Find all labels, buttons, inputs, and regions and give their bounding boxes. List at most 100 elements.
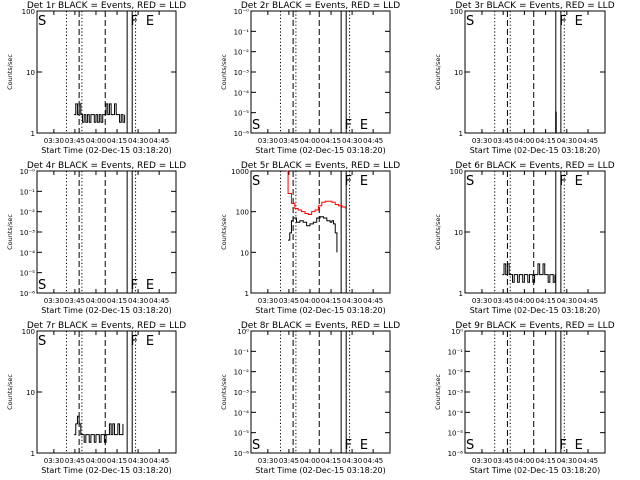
panel-title: Det 6r BLACK = Events, RED = LLD bbox=[455, 161, 614, 171]
x-tick-label: 04:15 bbox=[321, 137, 341, 145]
x-tick-label: 03:45 bbox=[279, 297, 299, 305]
y-tick-label: 1 bbox=[459, 130, 463, 138]
x-axis-label: Start Time (02-Dec-15 03:18:20) bbox=[41, 306, 172, 315]
y-tick-label: 10⁰ bbox=[451, 328, 463, 336]
y-tick-label: 10⁻⁴ bbox=[448, 409, 464, 417]
x-tick-label: 04:45 bbox=[578, 137, 598, 145]
y-tick-label: 1 bbox=[31, 130, 35, 138]
y-tick-label: 10 bbox=[26, 69, 35, 77]
y-tick-label: 10⁻¹ bbox=[234, 28, 250, 36]
marker-s: S bbox=[466, 438, 474, 453]
x-tick-label: 03:45 bbox=[279, 457, 299, 465]
x-tick-label: 04:45 bbox=[149, 297, 169, 305]
panel-title: Det 7r BLACK = Events, RED = LLD bbox=[27, 321, 186, 331]
x-axis-label: Start Time (02-Dec-15 03:18:20) bbox=[255, 466, 386, 475]
x-tick-label: 04:00 bbox=[300, 297, 320, 305]
x-tick-label: 04:15 bbox=[536, 457, 556, 465]
y-tick-label: 10⁻⁶ bbox=[234, 450, 250, 458]
y-tick-label: 10⁻⁶ bbox=[20, 290, 36, 298]
x-tick-label: 04:00 bbox=[300, 137, 320, 145]
x-tick-label: 04:15 bbox=[107, 297, 127, 305]
y-tick-label: 10⁻⁶ bbox=[234, 130, 250, 138]
x-axis-label: Start Time (02-Dec-15 03:18:20) bbox=[41, 146, 172, 155]
plot-frame bbox=[464, 330, 606, 454]
marker-s: S bbox=[466, 174, 474, 189]
plot-frame bbox=[250, 10, 391, 134]
y-tick-label: 100 bbox=[450, 168, 463, 176]
x-tick-label: 04:30 bbox=[128, 137, 148, 145]
x-tick-label: 03:45 bbox=[65, 457, 85, 465]
series-line-events bbox=[288, 216, 338, 253]
x-tick-label: 04:45 bbox=[578, 457, 598, 465]
series-line-lld bbox=[286, 170, 346, 216]
marker-s: S bbox=[38, 278, 46, 293]
marker-e: E bbox=[360, 118, 368, 133]
y-tick-label: 10 bbox=[454, 69, 463, 77]
x-tick-label: 04:15 bbox=[536, 297, 556, 305]
y-tick-label: 10⁻¹ bbox=[234, 348, 250, 356]
x-tick-label: 03:45 bbox=[493, 297, 513, 305]
panel-title: Det 3r BLACK = Events, RED = LLD bbox=[455, 1, 614, 11]
x-axis-label: Start Time (02-Dec-15 03:18:20) bbox=[470, 466, 601, 475]
x-tick-label: 04:45 bbox=[363, 457, 383, 465]
y-tick-label: 100 bbox=[236, 209, 249, 217]
marker-f: F bbox=[345, 118, 352, 133]
y-tick-label: 10 bbox=[26, 389, 35, 397]
marker-f: F bbox=[345, 438, 352, 453]
x-tick-label: 03:30 bbox=[44, 297, 64, 305]
y-tick-label: 10⁻⁵ bbox=[234, 430, 250, 438]
x-tick-label: 03:45 bbox=[65, 137, 85, 145]
panel-det-3r: Det 3r BLACK = Events, RED = LLD 03:30 03:… bbox=[434, 1, 615, 155]
y-axis-label: Counts/sec bbox=[220, 374, 228, 410]
panel-det-2r: Det 2r BLACK = Events, RED = LLD 03:30 03:… bbox=[220, 1, 400, 155]
y-tick-label: 10⁻⁵ bbox=[448, 430, 464, 438]
marker-e: E bbox=[146, 14, 154, 29]
y-tick-label: 10⁻⁰ bbox=[234, 8, 250, 16]
marker-f: F bbox=[559, 174, 566, 189]
marker-s: S bbox=[38, 14, 46, 29]
plot-frame bbox=[250, 170, 391, 294]
y-tick-label: 10⁻² bbox=[234, 369, 250, 377]
marker-f: F bbox=[559, 14, 566, 29]
marker-s: S bbox=[252, 438, 260, 453]
y-tick-label: 1000 bbox=[231, 168, 249, 176]
panel-title: Det 1r BLACK = Events, RED = LLD bbox=[27, 1, 186, 11]
y-tick-label: 10⁻² bbox=[448, 369, 464, 377]
x-tick-label: 04:30 bbox=[557, 457, 577, 465]
x-tick-label: 04:15 bbox=[536, 137, 556, 145]
series-line-events bbox=[502, 263, 556, 283]
panel-title: Det 5r BLACK = Events, RED = LLD bbox=[241, 161, 400, 171]
x-tick-label: 04:30 bbox=[342, 297, 362, 305]
x-tick-label: 03:45 bbox=[493, 137, 513, 145]
y-tick-label: 10⁻³ bbox=[448, 389, 464, 397]
y-tick-label: 1 bbox=[245, 290, 249, 298]
x-tick-label: 04:00 bbox=[86, 297, 106, 305]
x-tick-label: 03:30 bbox=[258, 137, 278, 145]
y-tick-label: 10⁻⁴ bbox=[20, 249, 36, 257]
marker-f: F bbox=[131, 14, 138, 29]
panel-det-8r: Det 8r BLACK = Events, RED = LLD 03:30 03:… bbox=[220, 321, 400, 475]
panel-det-7r: Det 7r BLACK = Events, RED = LLD 03:30 03:… bbox=[6, 321, 186, 475]
x-tick-label: 04:00 bbox=[86, 457, 106, 465]
marker-s: S bbox=[466, 14, 474, 29]
marker-f: F bbox=[559, 438, 566, 453]
panel-det-1r: Det 1r BLACK = Events, RED = LLD 03:30 03:… bbox=[6, 1, 186, 155]
x-tick-label: 04:30 bbox=[557, 137, 577, 145]
y-tick-label: 10⁻³ bbox=[234, 69, 250, 77]
y-tick-label: 10⁻² bbox=[20, 209, 36, 217]
marker-s: S bbox=[38, 334, 46, 349]
marker-e: E bbox=[146, 278, 154, 293]
x-tick-label: 04:00 bbox=[300, 457, 320, 465]
marker-f: F bbox=[131, 334, 138, 349]
x-tick-label: 03:30 bbox=[44, 137, 64, 145]
x-tick-label: 03:45 bbox=[493, 457, 513, 465]
panel-det-5r: Det 5r BLACK = Events, RED = LLD 03:30 03:… bbox=[220, 161, 400, 315]
x-axis-label: Start Time (02-Dec-15 03:18:20) bbox=[470, 146, 601, 155]
y-axis-label: Counts/sec bbox=[434, 54, 442, 90]
x-tick-label: 04:00 bbox=[514, 297, 534, 305]
y-tick-label: 10⁻³ bbox=[20, 229, 36, 237]
plot-frame bbox=[464, 10, 606, 134]
series-line-events bbox=[74, 415, 124, 443]
x-tick-label: 03:30 bbox=[44, 457, 64, 465]
